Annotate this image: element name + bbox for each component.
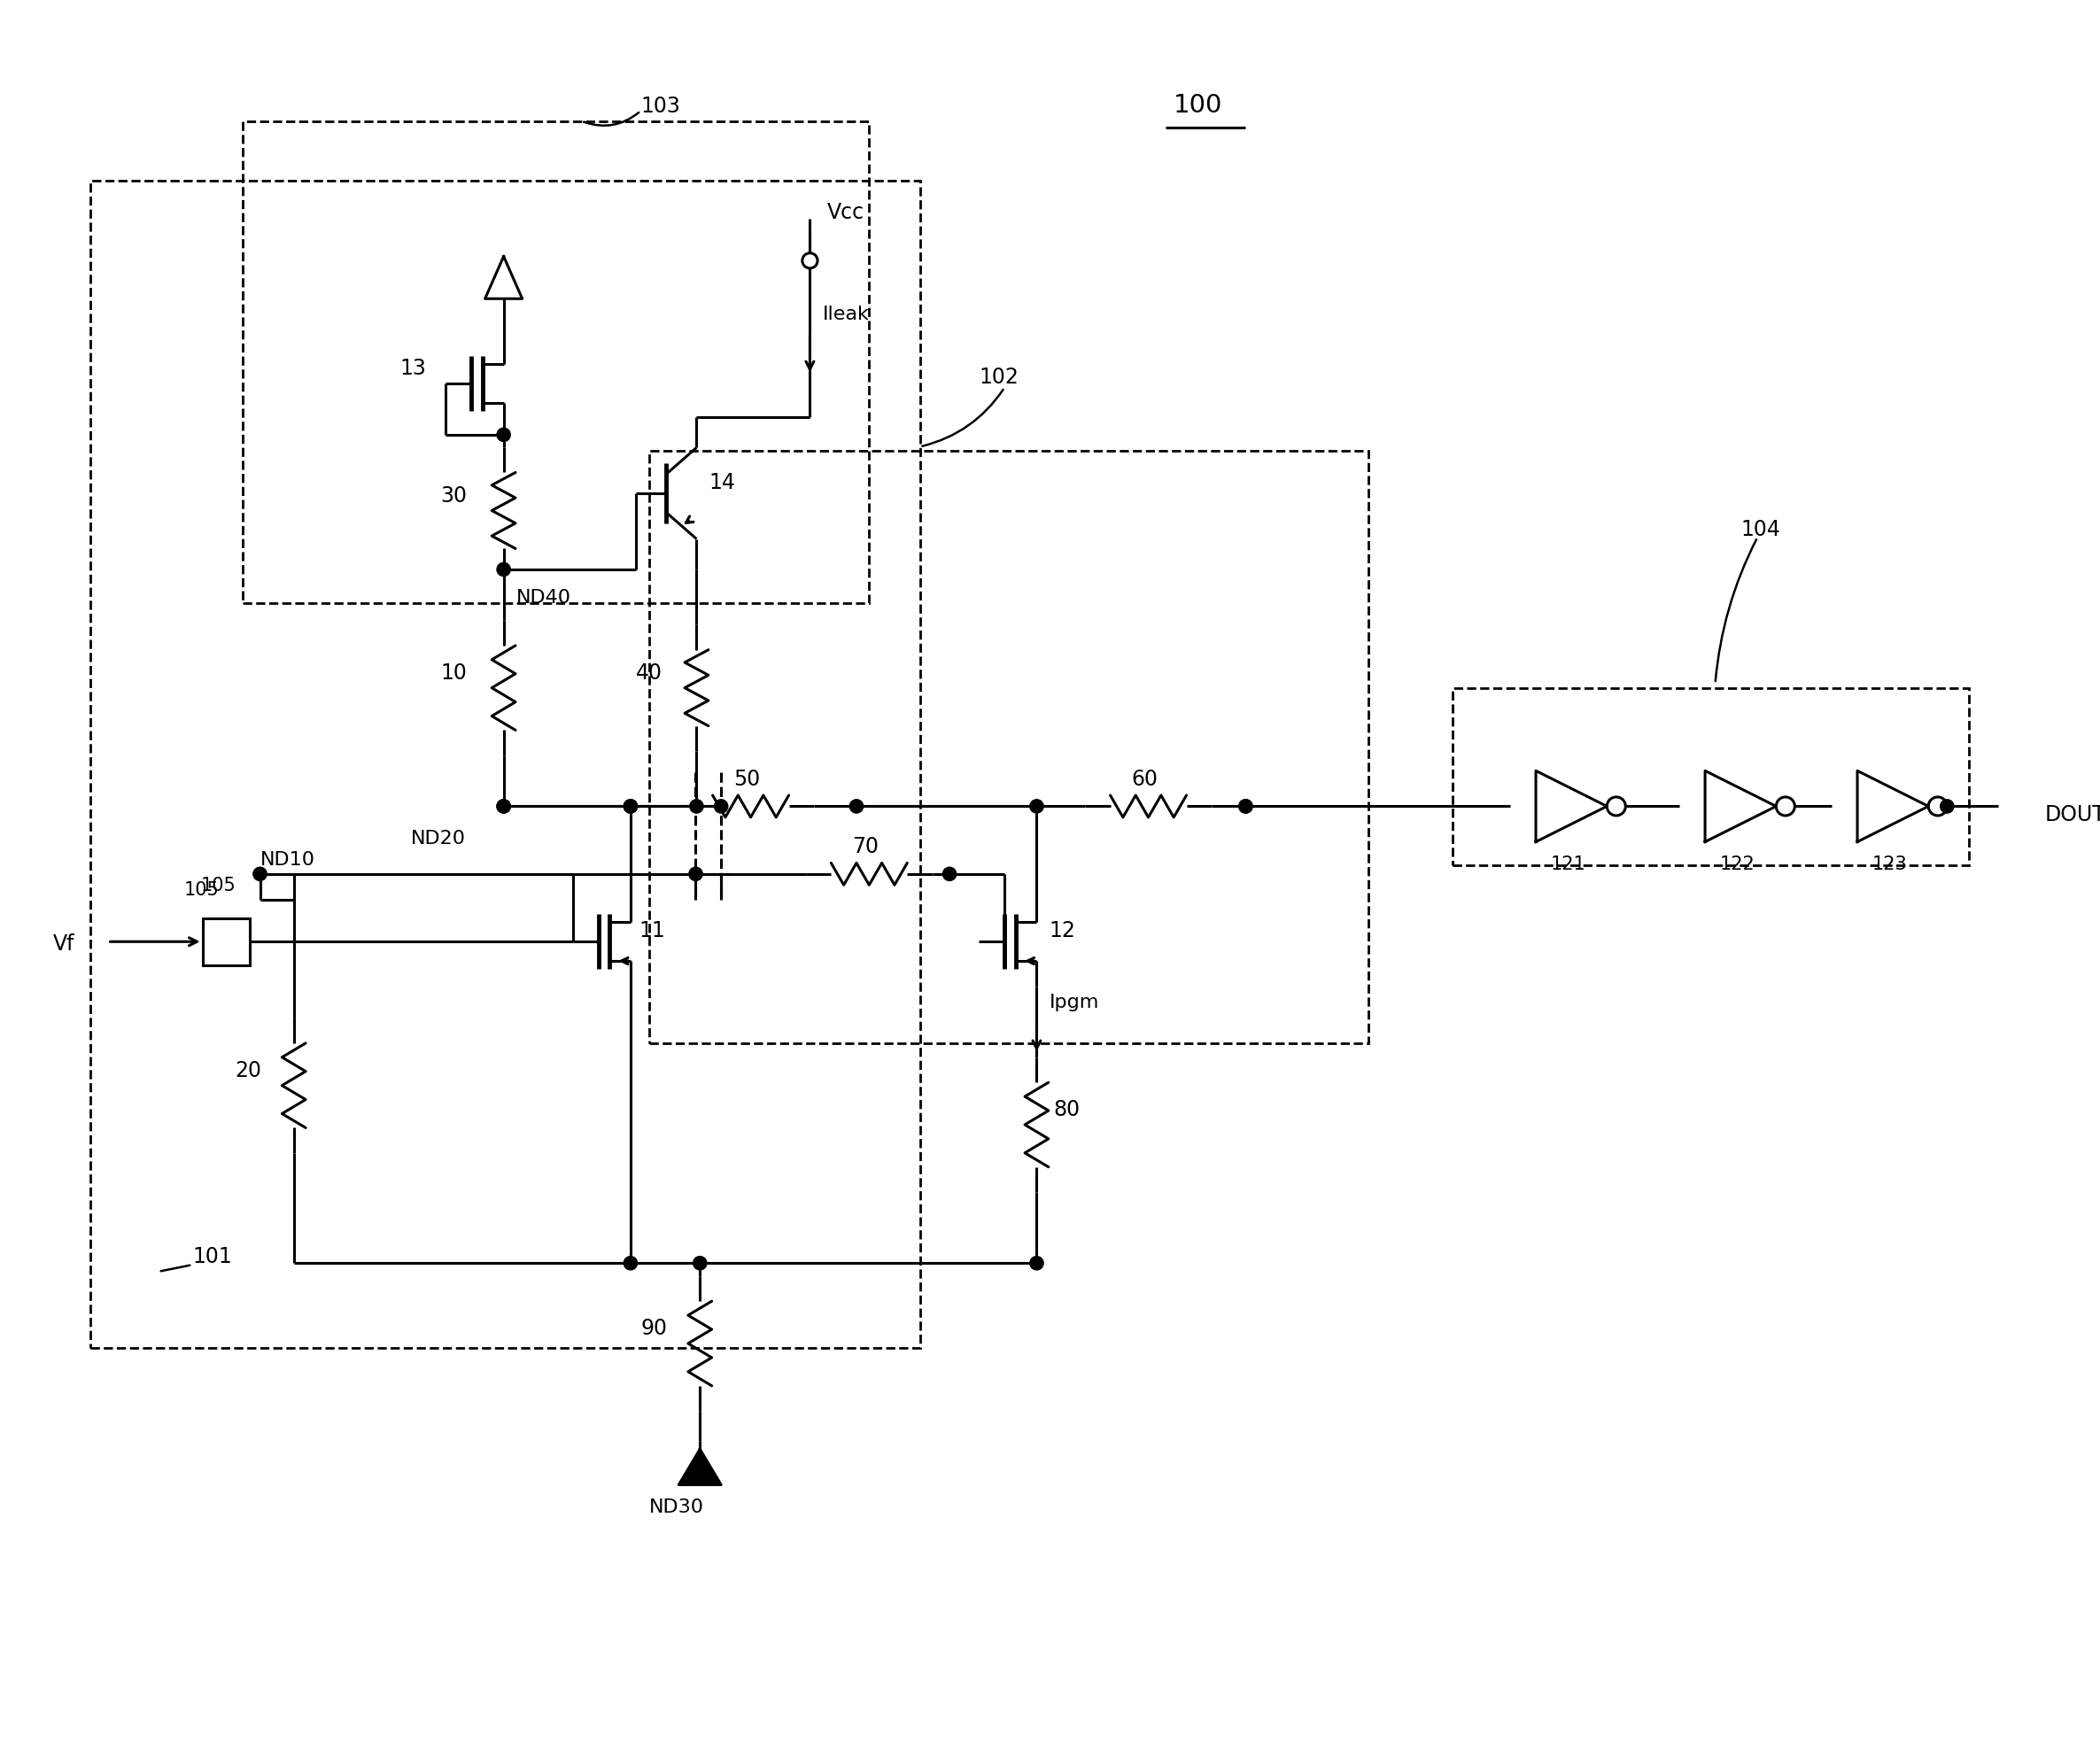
Text: ND20: ND20 xyxy=(412,831,466,848)
Circle shape xyxy=(1239,800,1252,814)
Text: 30: 30 xyxy=(441,486,466,507)
Text: ND30: ND30 xyxy=(649,1498,704,1516)
Text: 121: 121 xyxy=(1550,855,1586,873)
Text: 100: 100 xyxy=(1174,92,1222,118)
Text: 40: 40 xyxy=(636,662,662,685)
Circle shape xyxy=(624,1256,636,1270)
Circle shape xyxy=(943,868,956,881)
Circle shape xyxy=(498,800,510,814)
Text: 80: 80 xyxy=(1054,1099,1079,1120)
Circle shape xyxy=(498,800,510,814)
Circle shape xyxy=(498,563,510,577)
Text: 123: 123 xyxy=(1871,855,1907,873)
Circle shape xyxy=(689,800,704,814)
Circle shape xyxy=(1940,800,1953,814)
Text: Vf: Vf xyxy=(53,934,74,955)
Text: ND40: ND40 xyxy=(517,589,571,606)
Circle shape xyxy=(254,868,267,881)
Text: DOUT: DOUT xyxy=(2043,803,2100,826)
Text: Ipgm: Ipgm xyxy=(1050,993,1098,1010)
Text: Vcc: Vcc xyxy=(827,202,863,223)
Text: 70: 70 xyxy=(853,836,878,857)
Circle shape xyxy=(851,800,863,814)
Text: Ileak: Ileak xyxy=(823,305,869,324)
Text: 103: 103 xyxy=(640,96,680,117)
Text: 14: 14 xyxy=(710,472,735,493)
Circle shape xyxy=(624,800,636,814)
Circle shape xyxy=(1029,800,1044,814)
Text: 13: 13 xyxy=(399,359,426,380)
Polygon shape xyxy=(678,1449,720,1484)
Text: 90: 90 xyxy=(640,1319,668,1340)
Text: 104: 104 xyxy=(1741,519,1781,540)
Circle shape xyxy=(714,800,729,814)
Circle shape xyxy=(1029,1256,1044,1270)
Circle shape xyxy=(498,429,510,441)
Circle shape xyxy=(689,868,704,881)
Text: 102: 102 xyxy=(979,366,1018,388)
Text: 60: 60 xyxy=(1132,768,1157,789)
Text: 122: 122 xyxy=(1720,855,1756,873)
Text: 12: 12 xyxy=(1050,920,1075,942)
Text: 105: 105 xyxy=(202,876,235,894)
Text: 105: 105 xyxy=(185,881,218,899)
Text: 50: 50 xyxy=(733,768,760,789)
Text: ND10: ND10 xyxy=(260,852,315,869)
Circle shape xyxy=(624,800,636,814)
Text: 101: 101 xyxy=(193,1246,231,1268)
Text: 20: 20 xyxy=(235,1061,260,1082)
Circle shape xyxy=(693,1256,708,1270)
Text: 10: 10 xyxy=(441,662,466,685)
Text: 11: 11 xyxy=(638,920,666,942)
Circle shape xyxy=(1239,800,1252,814)
